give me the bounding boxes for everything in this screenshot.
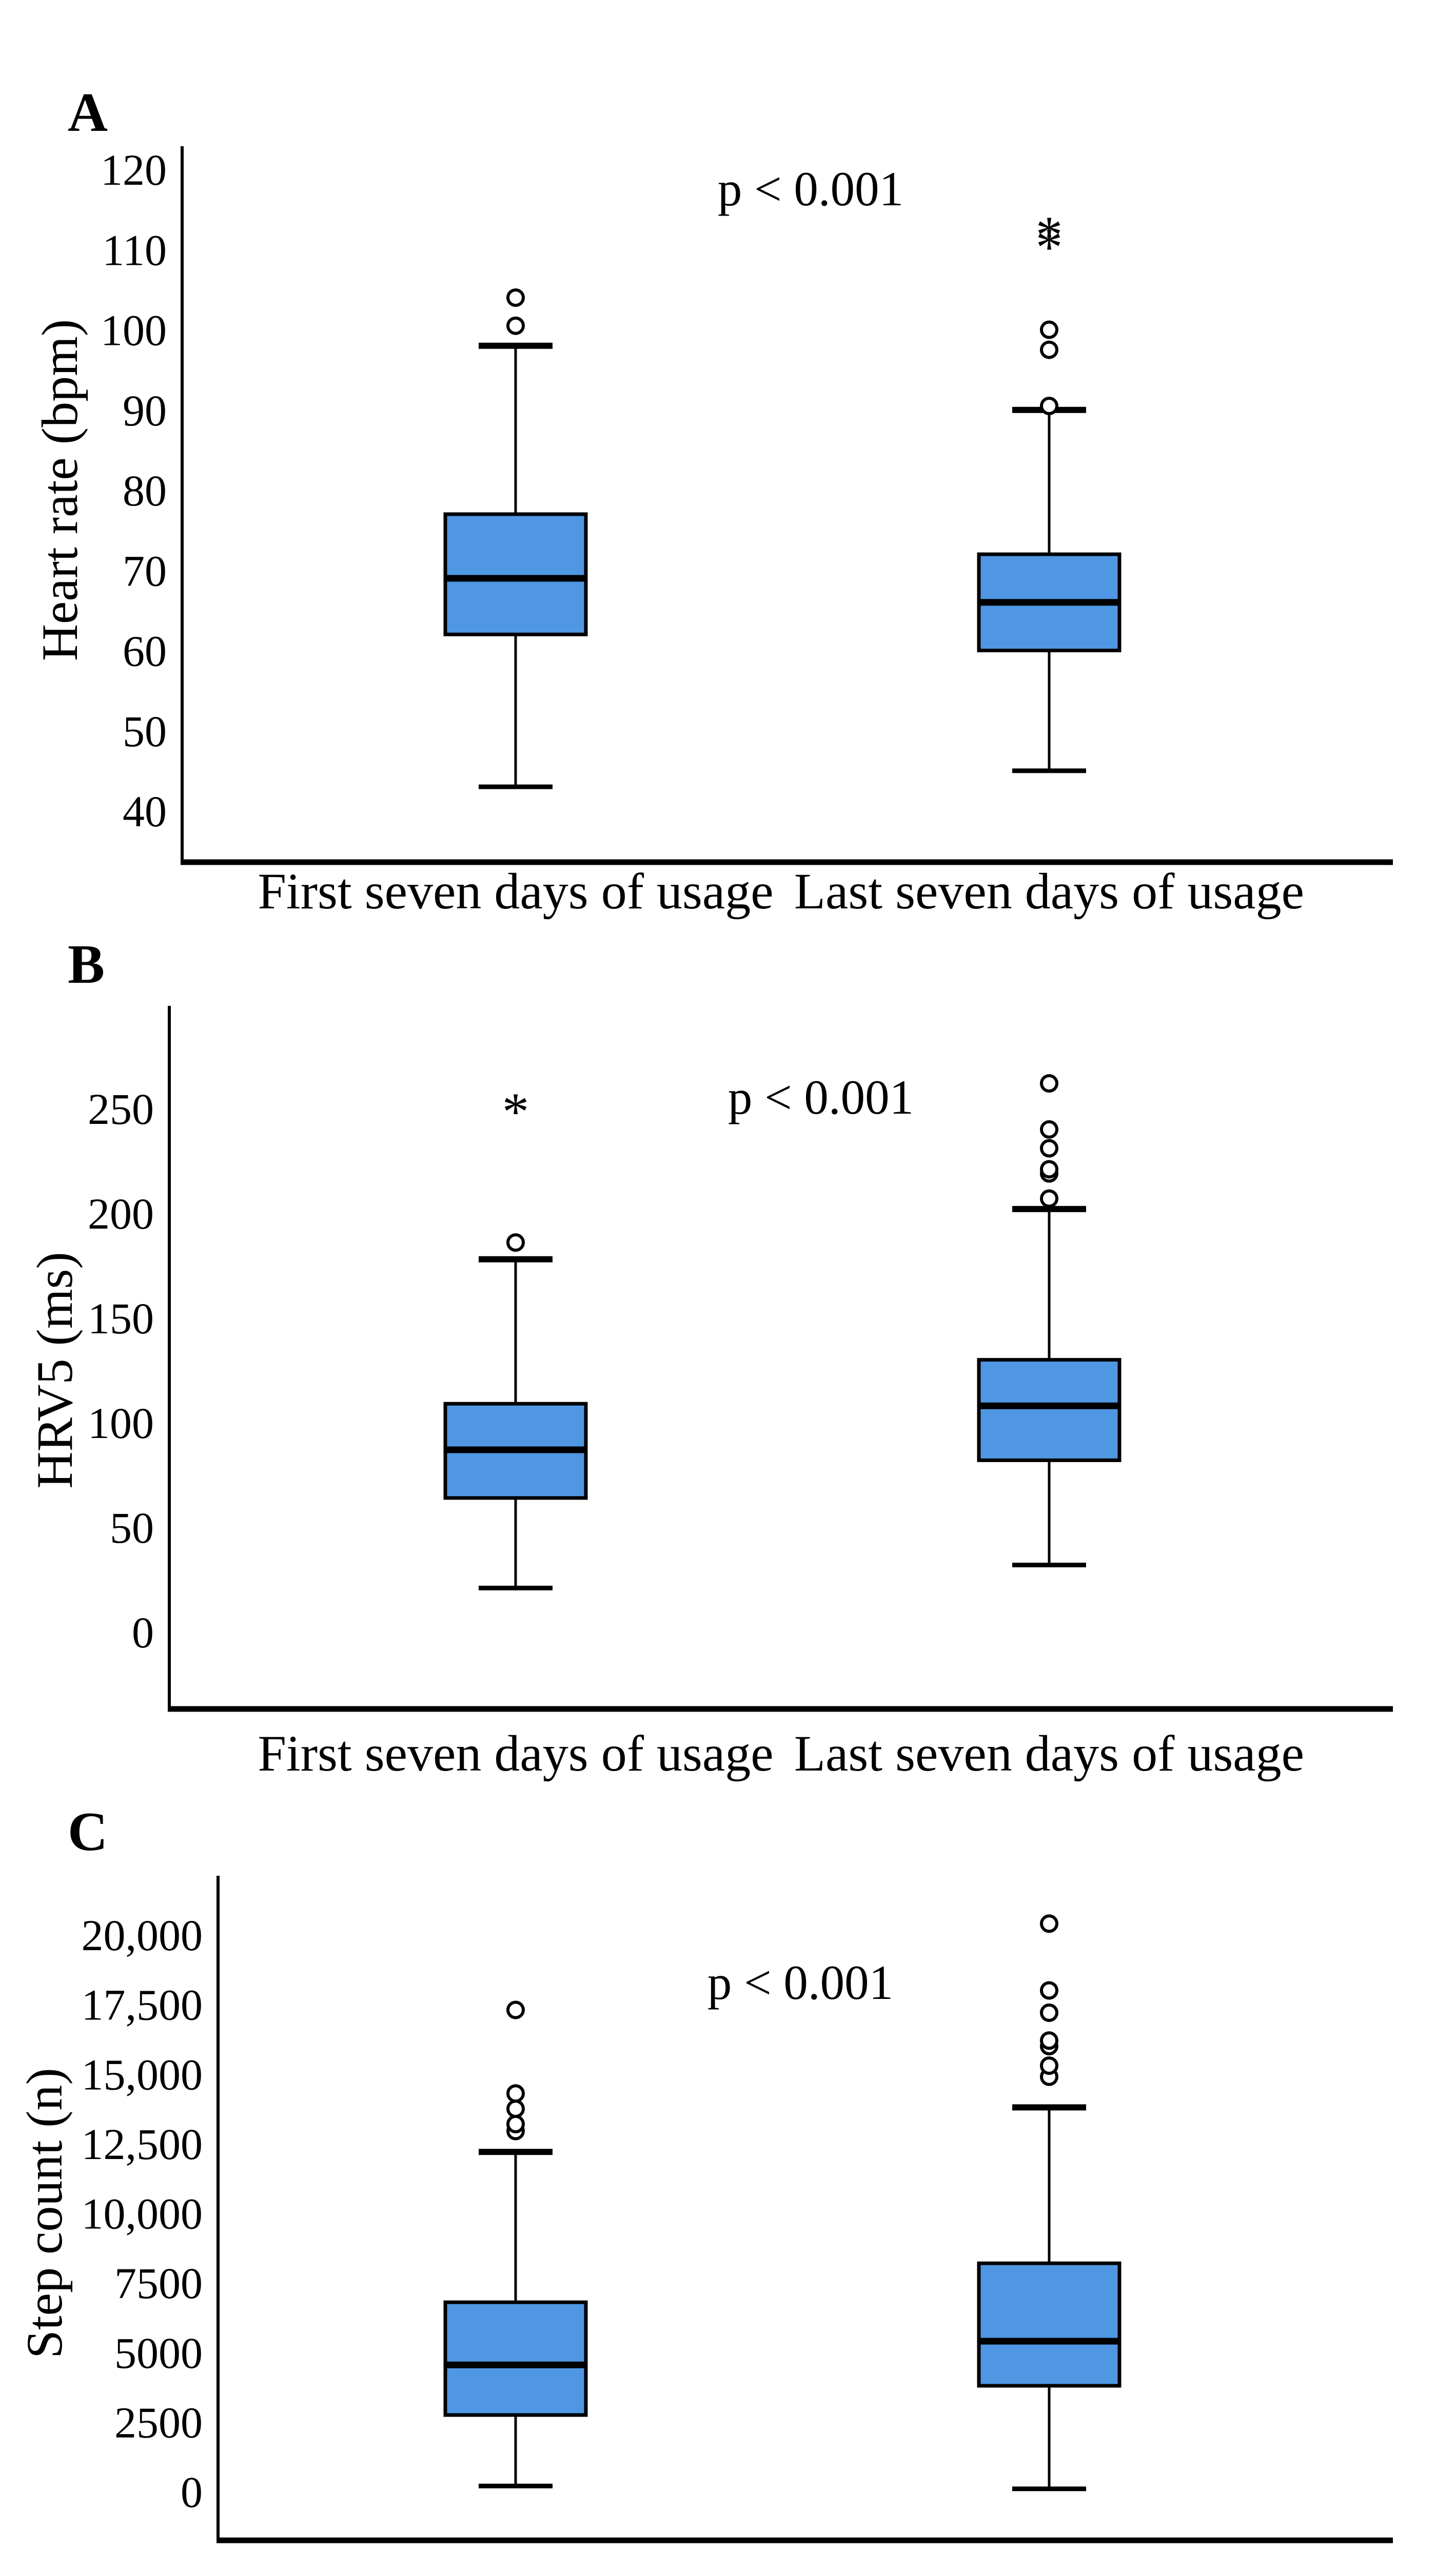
x-category-label: First seven days of usage [258,1725,773,1782]
y-tick-label: 200 [88,1189,154,1238]
x-category-label: Last seven days of usage [794,1725,1304,1782]
extreme-asterisk: * [1036,217,1063,277]
outlier-circle [1040,2031,1058,2050]
panel-letter: B [68,934,105,995]
y-tick-label: 80 [123,466,167,515]
box-rect [977,2261,1121,2388]
outlier-circle [1040,1139,1058,1158]
outlier-circle [506,1233,525,1252]
y-tick-label: 5000 [114,2328,203,2378]
x-category-label: First seven days of usage [258,863,773,920]
box-rect [443,512,588,636]
y-tick-label: 90 [123,386,167,435]
x-category-label: Last seven days of usage [794,863,1304,920]
outlier-circle [506,316,525,335]
outlier-circle [1040,1189,1058,1208]
extreme-asterisk: * [1036,205,1063,265]
y-tick-label: 2500 [114,2398,203,2447]
y-tick-label: 50 [123,707,167,756]
outlier-circle [1040,1120,1058,1139]
outlier-circle [1040,396,1058,415]
box-group-first-seven-days [443,288,588,789]
box-group-last-seven-days [977,1914,1121,2492]
box-rect [977,1358,1121,1462]
outlier-circle [1040,340,1058,359]
panel-A: A Heart rate (bpm) p < 0.001 120 110 100 90 80 7… [31,82,1393,920]
y-tick-label: 17,500 [82,1980,203,2030]
box-group-last-seven-days [977,1074,1121,1567]
panel-B: B HRV5 (ms) p < 0.001 250 200 150 100 50 0 First … [26,934,1393,1782]
outlier-circle [1040,2003,1058,2022]
extreme-asterisk: * [502,1082,529,1142]
box-group-last-seven-days: ** [977,205,1121,773]
panel-letter: A [68,82,108,143]
y-tick-label: 110 [102,225,167,275]
outlier-circle [506,2000,525,2019]
outlier-circle [506,2100,525,2118]
y-tick-label: 150 [88,1294,154,1343]
y-tick-label: 120 [101,145,167,195]
outlier-circle [1040,320,1058,339]
y-axis-title: Step count (n) [16,2068,73,2359]
y-tick-label: 20,000 [82,1911,203,1960]
y-axis-title: Heart rate (bpm) [31,319,88,661]
y-tick-label: 7500 [114,2259,203,2308]
y-tick-label: 70 [123,546,167,595]
box-group-first-seven-days [443,2000,588,2489]
outlier-circle [1040,2056,1058,2075]
y-tick-label: 12,500 [82,2120,203,2169]
y-tick-label: 60 [123,627,167,676]
outlier-circle [1040,1074,1058,1093]
y-tick-label: 0 [132,1608,154,1657]
y-tick-label: 50 [110,1503,154,1552]
y-tick-label: 100 [88,1398,154,1448]
panel-letter: C [68,1801,108,1862]
panel-C: C Step count (n) p < 0.001 20,000 17,500 15,0… [16,1801,1393,2543]
outlier-circle [506,2084,525,2103]
outlier-circle [1040,1160,1058,1179]
y-tick-label: 15,000 [82,2050,203,2099]
y-tick-label: 10,000 [82,2189,203,2239]
y-axis-title: HRV5 (ms) [26,1252,83,1488]
p-value-label: p < 0.001 [718,162,903,216]
box-group-first-seven-days: * [443,1082,588,1590]
outlier-circle [1040,1914,1058,1933]
outlier-circle [506,2114,525,2133]
y-tick-label: 250 [88,1084,154,1134]
outlier-circle [1040,1981,1058,2000]
y-tick-label: 40 [123,787,167,836]
y-tick-label: 100 [101,306,167,355]
y-tick-label: 0 [181,2467,203,2517]
p-value-label: p < 0.001 [728,1070,914,1124]
p-value-label: p < 0.001 [707,1955,893,2010]
box-rect [443,2300,588,2417]
outlier-circle [506,288,525,307]
